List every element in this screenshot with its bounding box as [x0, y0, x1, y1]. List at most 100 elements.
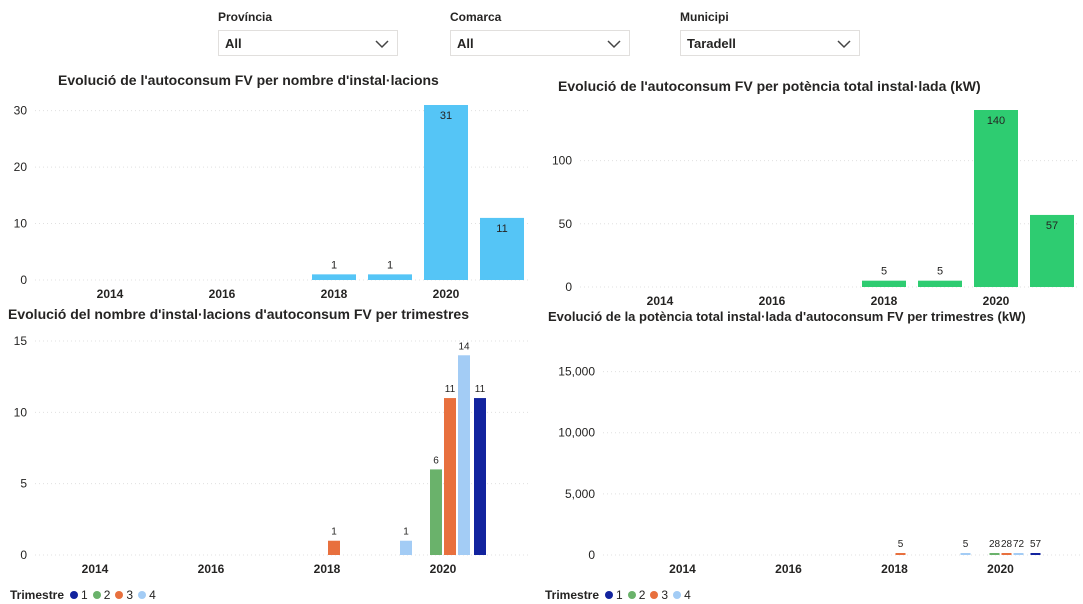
y-tick-label: 0	[20, 273, 27, 287]
legend-item-1[interactable]: 1	[70, 588, 88, 602]
chart-power-by-year: 0 50 100 2014 2016 2018 2020 5 5 140 57	[552, 110, 1080, 308]
bar[interactable]	[1013, 553, 1024, 555]
legend-dot	[650, 591, 659, 599]
legend-label: 3	[126, 588, 134, 602]
legend-label: 4	[149, 588, 156, 602]
y-tick-label: 0	[565, 280, 572, 294]
bar[interactable]	[424, 105, 468, 280]
comarca-slicer: Comarca All	[450, 8, 630, 56]
bar[interactable]	[458, 355, 470, 555]
bar[interactable]	[895, 553, 906, 555]
y-tick-label: 10	[14, 405, 28, 419]
legend-label: 2	[638, 588, 646, 602]
data-label: 1	[387, 259, 393, 271]
bar[interactable]	[430, 469, 442, 555]
legend-label: 2	[103, 588, 111, 602]
bar[interactable]	[474, 398, 486, 555]
y-tick-label: 0	[588, 548, 595, 562]
comarca-label: Comarca	[450, 10, 502, 24]
bar[interactable]	[312, 274, 356, 280]
chart-title-power: Evolució de l'autoconsum FV per potència…	[558, 78, 981, 94]
chart-title-count: Evolució de l'autoconsum FV per nombre d…	[58, 72, 439, 88]
x-tick-label: 2018	[321, 287, 348, 301]
y-tick-label: 50	[559, 217, 573, 231]
legend-label: 3	[661, 588, 669, 602]
y-tick-label: 5	[20, 477, 27, 491]
data-label: 1	[331, 527, 337, 538]
municipi-label: Municipi	[680, 10, 729, 24]
legend-quarter-left: Trimestre 1 2 3 4	[10, 588, 161, 602]
legend-dot	[605, 591, 614, 599]
legend-dot	[138, 591, 147, 599]
data-label: 31	[440, 110, 452, 122]
data-label: 1	[403, 527, 409, 538]
bar[interactable]	[444, 398, 456, 555]
chart-title-quarterly-count: Evolució del nombre d'instal·lacions d'a…	[8, 306, 469, 322]
y-tick-label: 5,000	[565, 487, 595, 501]
y-tick-label: 10,000	[558, 426, 595, 440]
x-tick-label: 2016	[775, 562, 802, 576]
bar[interactable]	[1030, 553, 1041, 555]
bar[interactable]	[1030, 214, 1074, 287]
data-label: 5	[898, 539, 904, 550]
x-tick-label: 2020	[430, 562, 457, 576]
legend-item-3[interactable]: 3	[650, 588, 668, 602]
provincia-dropdown[interactable]: All	[218, 30, 398, 56]
legend-item-4[interactable]: 4	[673, 588, 691, 602]
bar[interactable]	[368, 274, 412, 280]
data-label: 1	[331, 259, 337, 271]
legend-title: Trimestre	[545, 588, 600, 602]
legend-item-4[interactable]: 4	[138, 588, 156, 602]
y-tick-label: 10	[14, 217, 28, 231]
legend-quarter-right: Trimestre 1 2 3 4	[545, 588, 696, 602]
chart-power-by-quarter: 0 5,000 10,000 15,000 2014 2016 2018 2020 5 5 28 28…	[558, 365, 1080, 576]
data-label: 140	[987, 115, 1005, 127]
x-tick-label: 2018	[314, 562, 341, 576]
legend-dot	[627, 591, 636, 599]
bar[interactable]	[1001, 553, 1012, 555]
legend-item-2[interactable]: 2	[92, 588, 111, 602]
legend-label: 1	[81, 588, 88, 602]
legend-item-2[interactable]: 2	[627, 588, 646, 602]
data-label: 11	[475, 384, 486, 395]
bar[interactable]	[400, 540, 412, 555]
y-tick-label: 15,000	[558, 365, 595, 379]
legend-item-1[interactable]: 1	[605, 588, 623, 602]
bar[interactable]	[960, 553, 971, 555]
chevron-down-icon	[375, 40, 389, 49]
x-tick-label: 2020	[987, 562, 1014, 576]
data-label: 72	[1013, 539, 1025, 550]
chevron-down-icon	[837, 40, 851, 49]
bar[interactable]	[328, 540, 340, 555]
legend-dot	[70, 591, 79, 599]
bar[interactable]	[862, 280, 906, 287]
y-tick-label: 0	[20, 548, 27, 562]
y-tick-label: 100	[552, 154, 572, 168]
comarca-dropdown[interactable]: All	[450, 30, 630, 56]
data-label: 57	[1030, 539, 1042, 550]
provincia-value: All	[225, 36, 242, 51]
bar[interactable]	[480, 217, 524, 280]
x-tick-label: 2014	[669, 562, 696, 576]
x-tick-label: 2018	[871, 294, 898, 308]
provincia-label: Província	[218, 10, 273, 24]
bar[interactable]	[989, 553, 1000, 555]
data-label: 5	[963, 539, 969, 550]
data-label: 11	[445, 384, 456, 395]
data-label: 11	[496, 223, 507, 235]
x-tick-label: 2020	[433, 287, 460, 301]
bar[interactable]	[974, 110, 1018, 287]
y-tick-label: 15	[14, 334, 28, 348]
legend-title: Trimestre	[10, 588, 65, 602]
x-tick-label: 2014	[82, 562, 109, 576]
legend-item-3[interactable]: 3	[115, 588, 133, 602]
x-tick-label: 2014	[97, 287, 124, 301]
municipi-dropdown[interactable]: Taradell	[680, 30, 860, 56]
legend-dot	[92, 591, 101, 599]
bar[interactable]	[918, 280, 962, 287]
x-tick-label: 2018	[881, 562, 908, 576]
municipi-slicer: Municipi Taradell	[680, 8, 860, 56]
x-tick-label: 2020	[983, 294, 1010, 308]
